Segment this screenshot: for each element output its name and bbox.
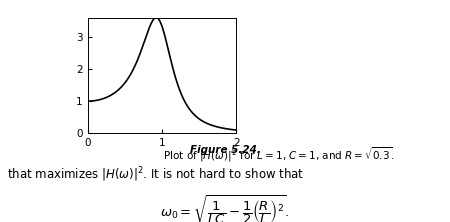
Text: Plot of $|H(\omega)|^2$ for $L=1$, $C=1$, and $R=\sqrt{0.3}$.: Plot of $|H(\omega)|^2$ for $L=1$, $C=1$… bbox=[160, 145, 394, 164]
Text: Figure 5.24.: Figure 5.24. bbox=[189, 145, 261, 155]
Text: $\omega_0 = \sqrt{\dfrac{1}{LC} - \dfrac{1}{2}\left(\dfrac{R}{L}\right)^2}.$: $\omega_0 = \sqrt{\dfrac{1}{LC} - \dfrac… bbox=[160, 193, 290, 222]
Text: that maximizes $|H(\omega)|^2$. It is not hard to show that: that maximizes $|H(\omega)|^2$. It is no… bbox=[7, 165, 304, 184]
